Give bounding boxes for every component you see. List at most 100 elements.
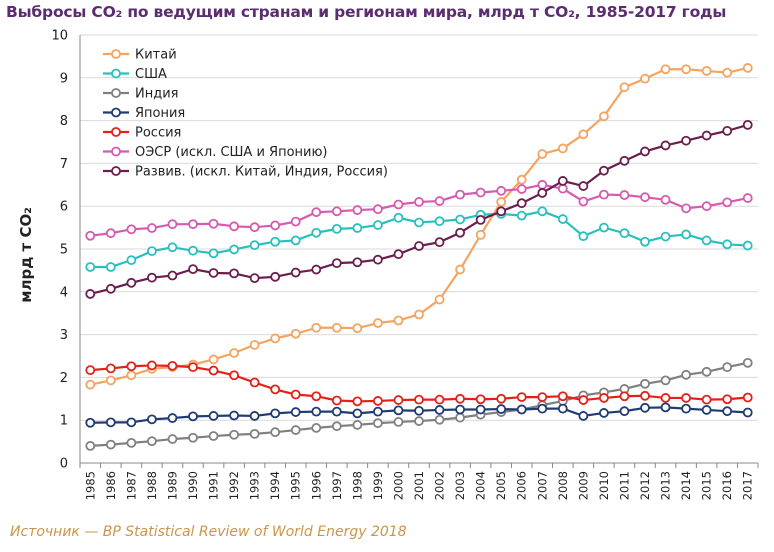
x-tick-label: 1994 — [268, 471, 282, 500]
data-point — [619, 228, 630, 239]
data-point — [475, 404, 486, 415]
data-point — [311, 264, 322, 275]
data-point — [352, 257, 363, 268]
data-point — [681, 393, 691, 403]
data-point — [599, 393, 609, 403]
data-point — [188, 362, 198, 373]
data-point — [352, 408, 363, 419]
legend-label: Россия — [135, 126, 181, 141]
data-point — [434, 216, 445, 227]
series-4 — [85, 402, 753, 428]
data-point — [640, 236, 650, 247]
data-point — [208, 354, 219, 365]
data-point — [434, 294, 445, 305]
data-point — [373, 220, 383, 230]
data-point — [208, 431, 219, 441]
data-point — [105, 228, 116, 239]
data-point — [516, 184, 527, 194]
data-point — [742, 193, 753, 203]
series-5 — [85, 360, 753, 407]
data-point — [681, 369, 691, 380]
x-tick-label: 1993 — [248, 471, 262, 500]
data-point — [701, 394, 712, 405]
series-line — [90, 183, 748, 237]
y-tick-label: 10 — [51, 29, 68, 44]
legend-swatch-marker — [111, 166, 121, 176]
data-point — [311, 207, 322, 218]
data-point — [249, 273, 260, 284]
data-point — [722, 362, 733, 373]
data-point — [85, 379, 96, 390]
data-point — [229, 348, 239, 358]
legend-item: Япония — [103, 106, 185, 121]
data-point — [557, 403, 568, 414]
data-point — [640, 192, 650, 203]
data-point — [393, 199, 404, 210]
data-point — [660, 402, 671, 413]
data-point — [373, 396, 383, 406]
data-point — [167, 242, 178, 253]
x-tick-label: 2013 — [659, 471, 673, 500]
data-point — [599, 408, 609, 418]
data-point — [105, 262, 116, 272]
data-point — [270, 384, 281, 395]
legend-item: США — [103, 67, 167, 82]
x-tick-label: 1986 — [104, 471, 118, 500]
data-point — [311, 406, 322, 417]
y-tick-label: 3 — [60, 328, 68, 343]
data-point — [249, 339, 260, 350]
data-point — [249, 222, 260, 233]
data-point — [290, 389, 301, 400]
data-point — [208, 248, 219, 259]
data-point — [126, 370, 137, 381]
data-point — [270, 236, 281, 247]
y-tick-label: 2 — [60, 371, 68, 386]
data-point — [331, 258, 342, 269]
data-point — [167, 434, 178, 444]
y-tick-label: 0 — [60, 457, 68, 472]
data-point — [537, 392, 548, 402]
data-point — [681, 203, 691, 214]
x-tick-label: 2012 — [638, 471, 652, 500]
data-point — [85, 440, 96, 451]
data-point — [290, 235, 301, 246]
data-point — [331, 421, 342, 432]
data-point — [270, 408, 281, 419]
data-point — [373, 406, 383, 417]
data-point — [373, 318, 383, 328]
data-point — [229, 221, 239, 232]
data-point — [311, 227, 322, 238]
legend-item: Россия — [103, 126, 181, 141]
x-tick-label: 1995 — [289, 471, 303, 500]
data-point — [742, 357, 753, 368]
data-point — [147, 414, 157, 425]
x-tick-label: 2004 — [474, 471, 488, 500]
y-tick-label: 9 — [60, 71, 68, 86]
data-point — [434, 237, 445, 248]
legend-swatch-marker — [111, 146, 121, 157]
x-tick-label: 2002 — [433, 471, 447, 500]
x-tick-label: 1987 — [124, 471, 138, 500]
data-point — [208, 365, 219, 376]
data-point — [578, 395, 589, 405]
data-point — [516, 198, 527, 209]
data-point — [557, 214, 568, 224]
data-point — [393, 315, 404, 326]
data-point — [331, 406, 342, 417]
data-point — [414, 309, 424, 320]
data-point — [455, 412, 465, 423]
x-tick-label: 2000 — [391, 471, 405, 500]
x-tick-label: 1998 — [350, 471, 364, 500]
x-tick-label: 2011 — [617, 471, 631, 500]
axes — [79, 35, 759, 468]
data-point — [188, 411, 198, 422]
data-point — [701, 66, 712, 76]
gridlines — [80, 34, 758, 421]
data-point — [681, 64, 691, 75]
data-point — [537, 403, 548, 414]
data-point — [126, 437, 137, 448]
data-point — [496, 185, 507, 196]
data-point — [352, 396, 363, 407]
y-tick-label: 5 — [60, 243, 68, 258]
